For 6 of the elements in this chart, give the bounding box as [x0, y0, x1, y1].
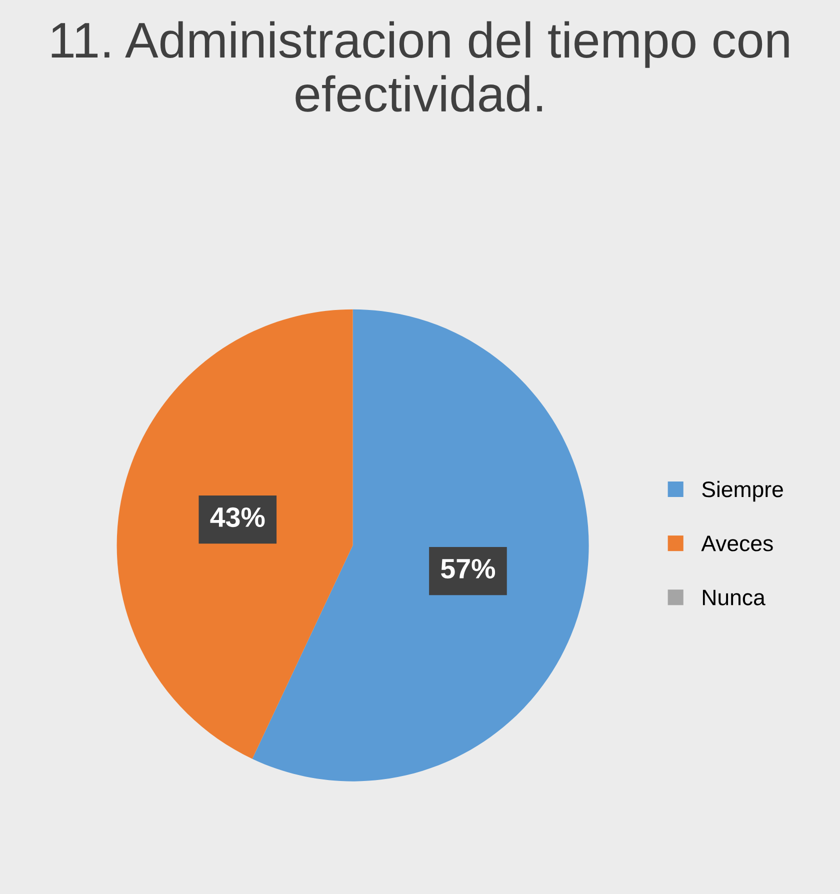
- data-label: 57%: [441, 558, 496, 579]
- legend-label: Siempre: [702, 480, 783, 502]
- chart-title: 11. Administracion del tiempo con efectividad.: [52, 21, 789, 112]
- legend-label: Aveces: [701, 536, 773, 552]
- data-label: 43%: [210, 507, 265, 528]
- legend-label: Nunca: [702, 590, 766, 606]
